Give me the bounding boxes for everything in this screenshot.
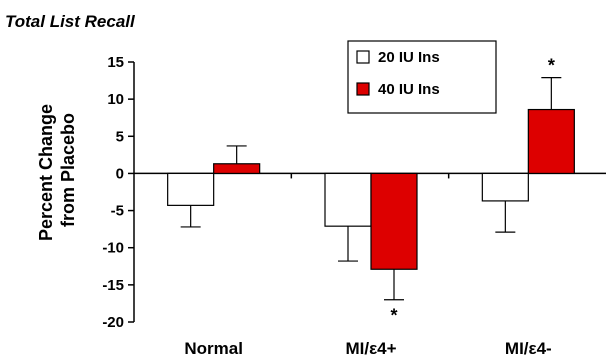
category-label: MI/ε4+ [345, 339, 396, 358]
legend-swatch [356, 82, 370, 96]
significance-marker: * [390, 306, 397, 326]
y-tick-label: -10 [102, 240, 124, 257]
bar [370, 172, 418, 270]
bar [213, 163, 261, 175]
bar [527, 108, 575, 175]
legend-label: 40 IU Ins [378, 81, 440, 98]
legend-label: 20 IU Ins [378, 49, 440, 66]
y-tick-label: 5 [116, 128, 124, 145]
bar [481, 172, 529, 202]
chart-title: Total List Recall [5, 12, 136, 31]
y-tick-label: 10 [107, 91, 124, 108]
bar [167, 172, 215, 206]
y-tick-label: -20 [102, 314, 124, 331]
category-label: MI/ε4- [505, 339, 552, 358]
y-tick-label: -15 [102, 277, 124, 294]
category-label: Normal [184, 339, 243, 358]
y-axis-label-line-2: from Placebo [58, 113, 78, 227]
bars: ** [167, 56, 575, 326]
legend-box [347, 40, 497, 114]
legend-swatch [356, 50, 370, 64]
y-axis-ticks: 15 10 5 0 -5 -10 -15 -20 [102, 54, 134, 331]
y-axis-label: Percent Change from Placebo [36, 99, 78, 241]
y-tick-label: 0 [116, 165, 124, 182]
bar [324, 172, 372, 227]
y-axis-label-line-1: Percent Change [36, 104, 56, 241]
y-tick-label: -5 [111, 203, 124, 220]
significance-marker: * [548, 56, 555, 76]
y-tick-label: 15 [107, 54, 124, 71]
category-labels: Normal MI/ε4+ MI/ε4- [184, 339, 551, 358]
legend: 20 IU Ins 40 IU Ins [347, 40, 497, 114]
